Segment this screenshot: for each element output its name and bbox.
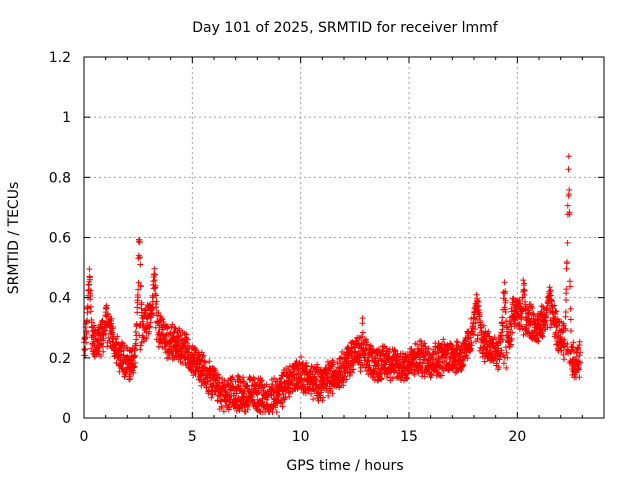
y-tick-label: 0.8: [49, 170, 71, 186]
data-points: [81, 153, 584, 415]
x-tick-label: 5: [188, 429, 197, 445]
y-tick-label: 1: [62, 110, 71, 126]
x-tick-label: 10: [292, 429, 310, 445]
axis-ticks: [83, 56, 604, 419]
y-tick-label: 0.2: [49, 351, 71, 367]
y-tick-label: 0: [62, 411, 71, 427]
tick-labels: 0 5 10 15 20 0 0.2 0.4 0.6 0.8 1 1.2: [49, 50, 527, 445]
y-tick-label: 1.2: [49, 50, 71, 66]
chart-title: Day 101 of 2025, SRMTID for receiver lmm…: [192, 20, 499, 36]
y-tick-label: 0.4: [49, 291, 71, 307]
x-tick-label: 0: [80, 429, 89, 445]
x-tick-label: 20: [508, 429, 526, 445]
x-axis-label: GPS time / hours: [286, 458, 403, 474]
y-tick-label: 0.6: [49, 231, 71, 247]
y-axis-label: SRMTID / TECUs: [6, 182, 22, 295]
x-tick-label: 15: [400, 429, 418, 445]
data-point-markers: [81, 153, 584, 415]
